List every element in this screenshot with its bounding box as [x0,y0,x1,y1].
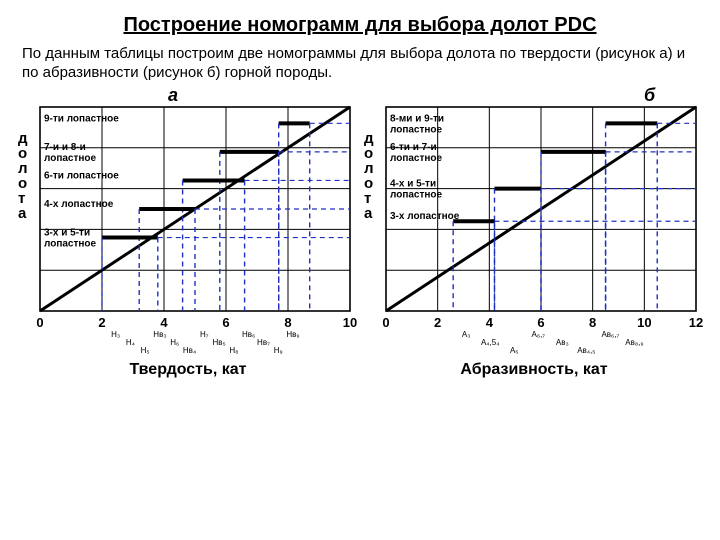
svg-text:6: 6 [537,315,544,330]
panel-b-label: б [644,85,655,106]
svg-text:Hв₇: Hв₇ [257,338,270,347]
svg-text:8: 8 [589,315,596,330]
intro-text: По данным таблицы построим две номограмм… [22,45,698,83]
svg-text:Aв₆,₇: Aв₆,₇ [601,330,619,339]
chart-a-svg: 02468109-ти лопастное7-и и 8-илопастное6… [18,89,358,359]
svg-text:H₆: H₆ [170,338,179,347]
xlabel-b: Абразивность, кат [364,361,704,379]
svg-text:A₃: A₃ [462,330,471,339]
svg-text:лопастное: лопастное [44,152,97,163]
svg-text:Hв₆: Hв₆ [242,330,255,339]
svg-text:2: 2 [98,315,105,330]
svg-text:9-ти лопастное: 9-ти лопастное [44,113,119,124]
ylabel-a: долота [18,131,28,221]
panel-b: б долота 0246810128-ми и 9-тилопастное6-… [364,89,704,379]
charts-row: а долота 02468109-ти лопастное7-и и 8-ил… [18,89,702,379]
svg-text:8-ми и 9-ти: 8-ми и 9-ти [390,113,444,124]
svg-text:10: 10 [637,315,651,330]
svg-text:7-и и 8-и: 7-и и 8-и [44,141,86,152]
svg-text:6-ти лопастное: 6-ти лопастное [44,170,119,181]
svg-text:Hв₄: Hв₄ [183,346,196,355]
svg-text:4: 4 [160,315,168,330]
svg-text:лопастное: лопастное [390,189,443,200]
svg-text:4: 4 [486,315,494,330]
svg-text:Hв₅: Hв₅ [212,338,225,347]
svg-text:A₆,₇: A₆,₇ [532,330,546,339]
panel-a-label: а [168,85,178,106]
svg-text:10: 10 [343,315,357,330]
svg-text:Aв₄,₅: Aв₄,₅ [577,346,595,355]
svg-text:H₅: H₅ [141,346,150,355]
svg-text:Hв₃: Hв₃ [153,330,166,339]
svg-text:Hв₉: Hв₉ [286,330,299,339]
svg-text:6: 6 [222,315,229,330]
svg-text:Aв₃: Aв₃ [556,338,569,347]
svg-text:3-х и 5-ти: 3-х и 5-ти [44,227,90,238]
svg-text:H₉: H₉ [274,346,283,355]
svg-text:6-ти и 7-и: 6-ти и 7-и [390,141,437,152]
svg-text:0: 0 [36,315,43,330]
chart-b-svg: 0246810128-ми и 9-тилопастное6-ти и 7-ил… [364,89,704,359]
svg-text:H₃: H₃ [111,330,120,339]
page-title: Построение номограмм для выбора долот PD… [18,14,702,37]
svg-text:H₄: H₄ [126,338,135,347]
svg-text:лопастное: лопастное [390,152,443,163]
ylabel-b: долота [364,131,374,221]
svg-text:2: 2 [434,315,441,330]
svg-text:12: 12 [689,315,703,330]
svg-text:0: 0 [382,315,389,330]
svg-text:лопастное: лопастное [44,238,97,249]
svg-text:H₇: H₇ [200,330,209,339]
svg-text:3-х лопастное: 3-х лопастное [390,211,460,222]
svg-text:4-х лопастное: 4-х лопастное [44,199,114,210]
svg-text:лопастное: лопастное [390,124,443,135]
panel-a: а долота 02468109-ти лопастное7-и и 8-ил… [18,89,358,379]
svg-text:8: 8 [284,315,291,330]
svg-text:A₄,5₄: A₄,5₄ [481,338,500,347]
svg-text:4-х и 5-ти: 4-х и 5-ти [390,178,436,189]
xlabel-a: Твердость, кат [18,361,358,379]
svg-text:Aв₈,₉: Aв₈,₉ [625,338,643,347]
svg-text:A₅: A₅ [510,346,519,355]
svg-text:H₈: H₈ [229,346,238,355]
